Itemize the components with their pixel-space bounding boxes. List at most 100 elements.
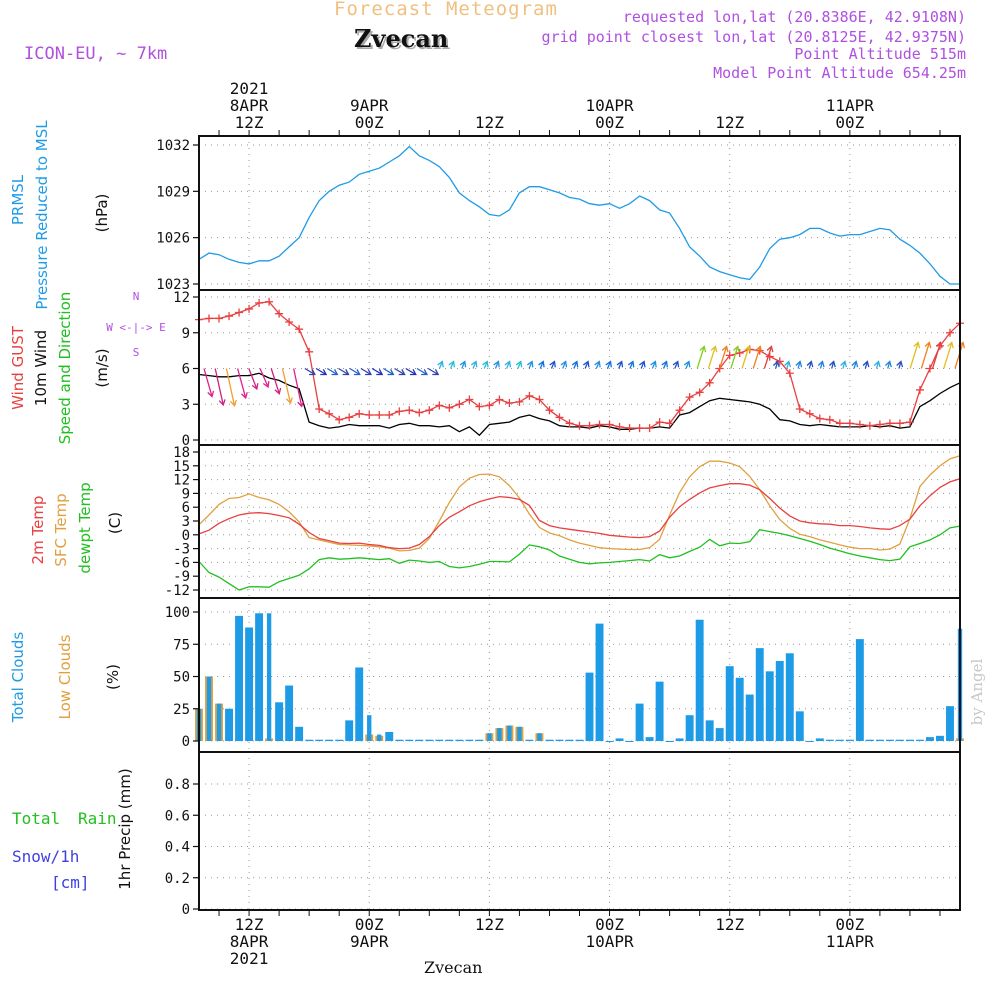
- gust-marker: [605, 420, 614, 429]
- gust-marker: [915, 385, 924, 394]
- wind-arrowhead: [365, 369, 373, 376]
- total-cloud-bar: [225, 708, 233, 741]
- wind-arrowhead: [840, 360, 848, 368]
- total-cloud-bar: [795, 711, 804, 741]
- wind-arrow: [651, 361, 656, 369]
- wind-arrowhead: [504, 360, 512, 368]
- wind-arrow: [954, 342, 964, 369]
- wind-arrow: [248, 368, 258, 390]
- y-tick-label: 9: [182, 486, 190, 502]
- wind-arrow: [259, 368, 269, 388]
- wind-arrow: [696, 346, 705, 369]
- total-cloud-bar: [415, 739, 424, 741]
- wind-arrowhead: [755, 345, 763, 353]
- wind-arrow: [472, 361, 477, 369]
- wind-arrowhead: [766, 345, 774, 353]
- gust-marker: [515, 397, 524, 406]
- top-axis-label: 9APR: [350, 96, 389, 115]
- gust-marker: [545, 406, 554, 415]
- top-axis-label: 2021: [230, 79, 269, 98]
- total-cloud-bar: [206, 676, 212, 741]
- wind-arrow: [338, 367, 349, 376]
- wind-arrowhead: [549, 360, 556, 368]
- wind-arrowhead: [409, 369, 417, 376]
- low-clouds-label: Low Clouds: [56, 634, 74, 719]
- gust-marker: [565, 419, 574, 428]
- wind-arrowhead: [482, 360, 489, 368]
- total-cloud-bar: [715, 728, 724, 741]
- compass-we: W <-|-> E: [106, 321, 166, 334]
- y-tick-label: 6: [182, 362, 190, 378]
- top-axis-label: 11APR: [826, 96, 875, 115]
- pressure-unit-label: (hPa): [93, 194, 111, 233]
- total-cloud-bar: [875, 739, 884, 741]
- total-cloud-bar: [525, 739, 534, 741]
- total-cloud-bar: [435, 739, 444, 741]
- bottom-axis-label: 9APR: [350, 932, 389, 951]
- total-cloud-bar: [285, 685, 294, 741]
- gust-marker: [825, 415, 834, 424]
- gust-marker: [435, 401, 444, 410]
- total-cloud-bar: [445, 739, 454, 741]
- y-tick-label: 0: [182, 902, 190, 918]
- total-cloud-bar: [395, 739, 404, 741]
- wind-arrow: [326, 367, 338, 376]
- wind-arrow: [450, 361, 455, 369]
- gust-marker: [535, 395, 544, 404]
- gust-marker: [685, 393, 694, 402]
- wind-arrow: [718, 346, 728, 369]
- total-cloud-bar: [497, 728, 502, 741]
- total-cloud-bar: [946, 706, 954, 741]
- gust-marker: [695, 388, 704, 397]
- temp-unit-label: (C): [106, 512, 124, 534]
- wind-arrowhead: [947, 341, 954, 349]
- wind-arrowhead: [218, 399, 226, 407]
- top-axis-label: 00Z: [835, 113, 864, 132]
- total-cloud-bar: [845, 739, 854, 741]
- top-title: Forecast Meteogram: [334, 0, 558, 20]
- total-cloud-bar: [345, 720, 354, 741]
- wind-arrow: [315, 367, 327, 376]
- gust-marker: [805, 409, 814, 418]
- gust-marker: [845, 419, 854, 428]
- gust-marker: [295, 325, 304, 334]
- y-tick-label: 0.8: [165, 777, 190, 793]
- gust-marker: [325, 409, 334, 418]
- wind-arrow: [405, 367, 417, 376]
- wind-arrow: [371, 367, 383, 376]
- station-title: Zvecan: [354, 24, 449, 53]
- wind-arrow: [360, 367, 372, 376]
- gust-marker: [345, 413, 354, 422]
- total-cloud-bar: [575, 739, 584, 741]
- total-clouds-label: Total Clouds: [9, 632, 27, 724]
- gust-label: Wind GUST: [9, 325, 27, 410]
- y-tick-label: 1026: [156, 231, 190, 247]
- gust-marker: [215, 314, 224, 323]
- wind-arrowhead: [935, 341, 943, 349]
- gust-marker: [665, 419, 674, 428]
- t2m-label: 2m Temp: [29, 496, 47, 565]
- total-cloud-bar: [685, 715, 694, 741]
- compass-s: S: [133, 346, 140, 359]
- wind-arrowhead: [896, 360, 904, 368]
- wind-arrowhead: [851, 360, 859, 368]
- wind-arrowhead: [862, 360, 870, 368]
- pressure-label: Pressure Reduced to MSL: [33, 120, 51, 310]
- top-axis-label: 10APR: [585, 96, 634, 115]
- top-axis-label: 12Z: [715, 113, 744, 132]
- t2m-line: [198, 478, 961, 550]
- wind-arrow: [494, 361, 500, 369]
- wind-arrow: [931, 342, 942, 369]
- wind-arrowhead: [240, 392, 248, 400]
- wind-arrowhead: [605, 360, 612, 368]
- wind-arrow: [763, 346, 773, 369]
- wind-arrow: [629, 361, 634, 369]
- total-cloud-bar: [537, 733, 542, 741]
- gust-marker: [415, 408, 424, 417]
- total-cloud-bar: [635, 703, 644, 741]
- total-cloud-bar: [507, 725, 512, 741]
- wind-arrow: [730, 346, 739, 369]
- total-cloud-bar: [266, 613, 272, 741]
